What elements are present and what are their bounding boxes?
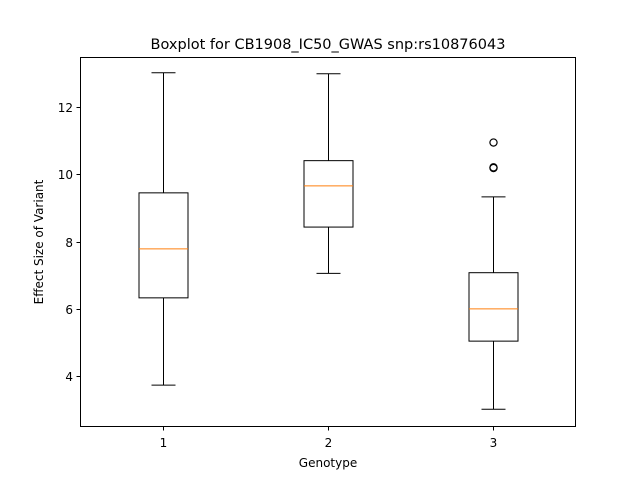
x-axis-label: Genotype xyxy=(299,456,357,470)
x-tick-label: 1 xyxy=(160,436,168,450)
y-tick-label: 4 xyxy=(65,370,73,384)
outlier-point xyxy=(489,163,498,173)
y-tick-label: 12 xyxy=(58,101,73,115)
y-tick-label: 10 xyxy=(58,168,73,182)
box-group-3 xyxy=(468,138,519,410)
box-series xyxy=(138,72,519,410)
y-tick-label: 6 xyxy=(65,303,73,317)
x-tick-label: 2 xyxy=(325,436,333,450)
x-tick-label: 3 xyxy=(490,436,498,450)
box-group-2 xyxy=(303,73,354,274)
outlier-point xyxy=(489,138,498,147)
x-axis: 1 2 3 xyxy=(160,426,498,450)
box-group-1 xyxy=(138,72,189,386)
chart-title: Boxplot for CB1908_IC50_GWAS snp:rs10876… xyxy=(151,37,506,53)
box-iqr xyxy=(303,160,354,228)
y-axis-label: Effect Size of Variant xyxy=(32,179,46,304)
y-tick-label: 8 xyxy=(65,236,73,250)
box-iqr xyxy=(138,192,189,299)
box-iqr xyxy=(468,272,519,342)
y-axis: 4 6 8 10 12 xyxy=(58,101,81,384)
